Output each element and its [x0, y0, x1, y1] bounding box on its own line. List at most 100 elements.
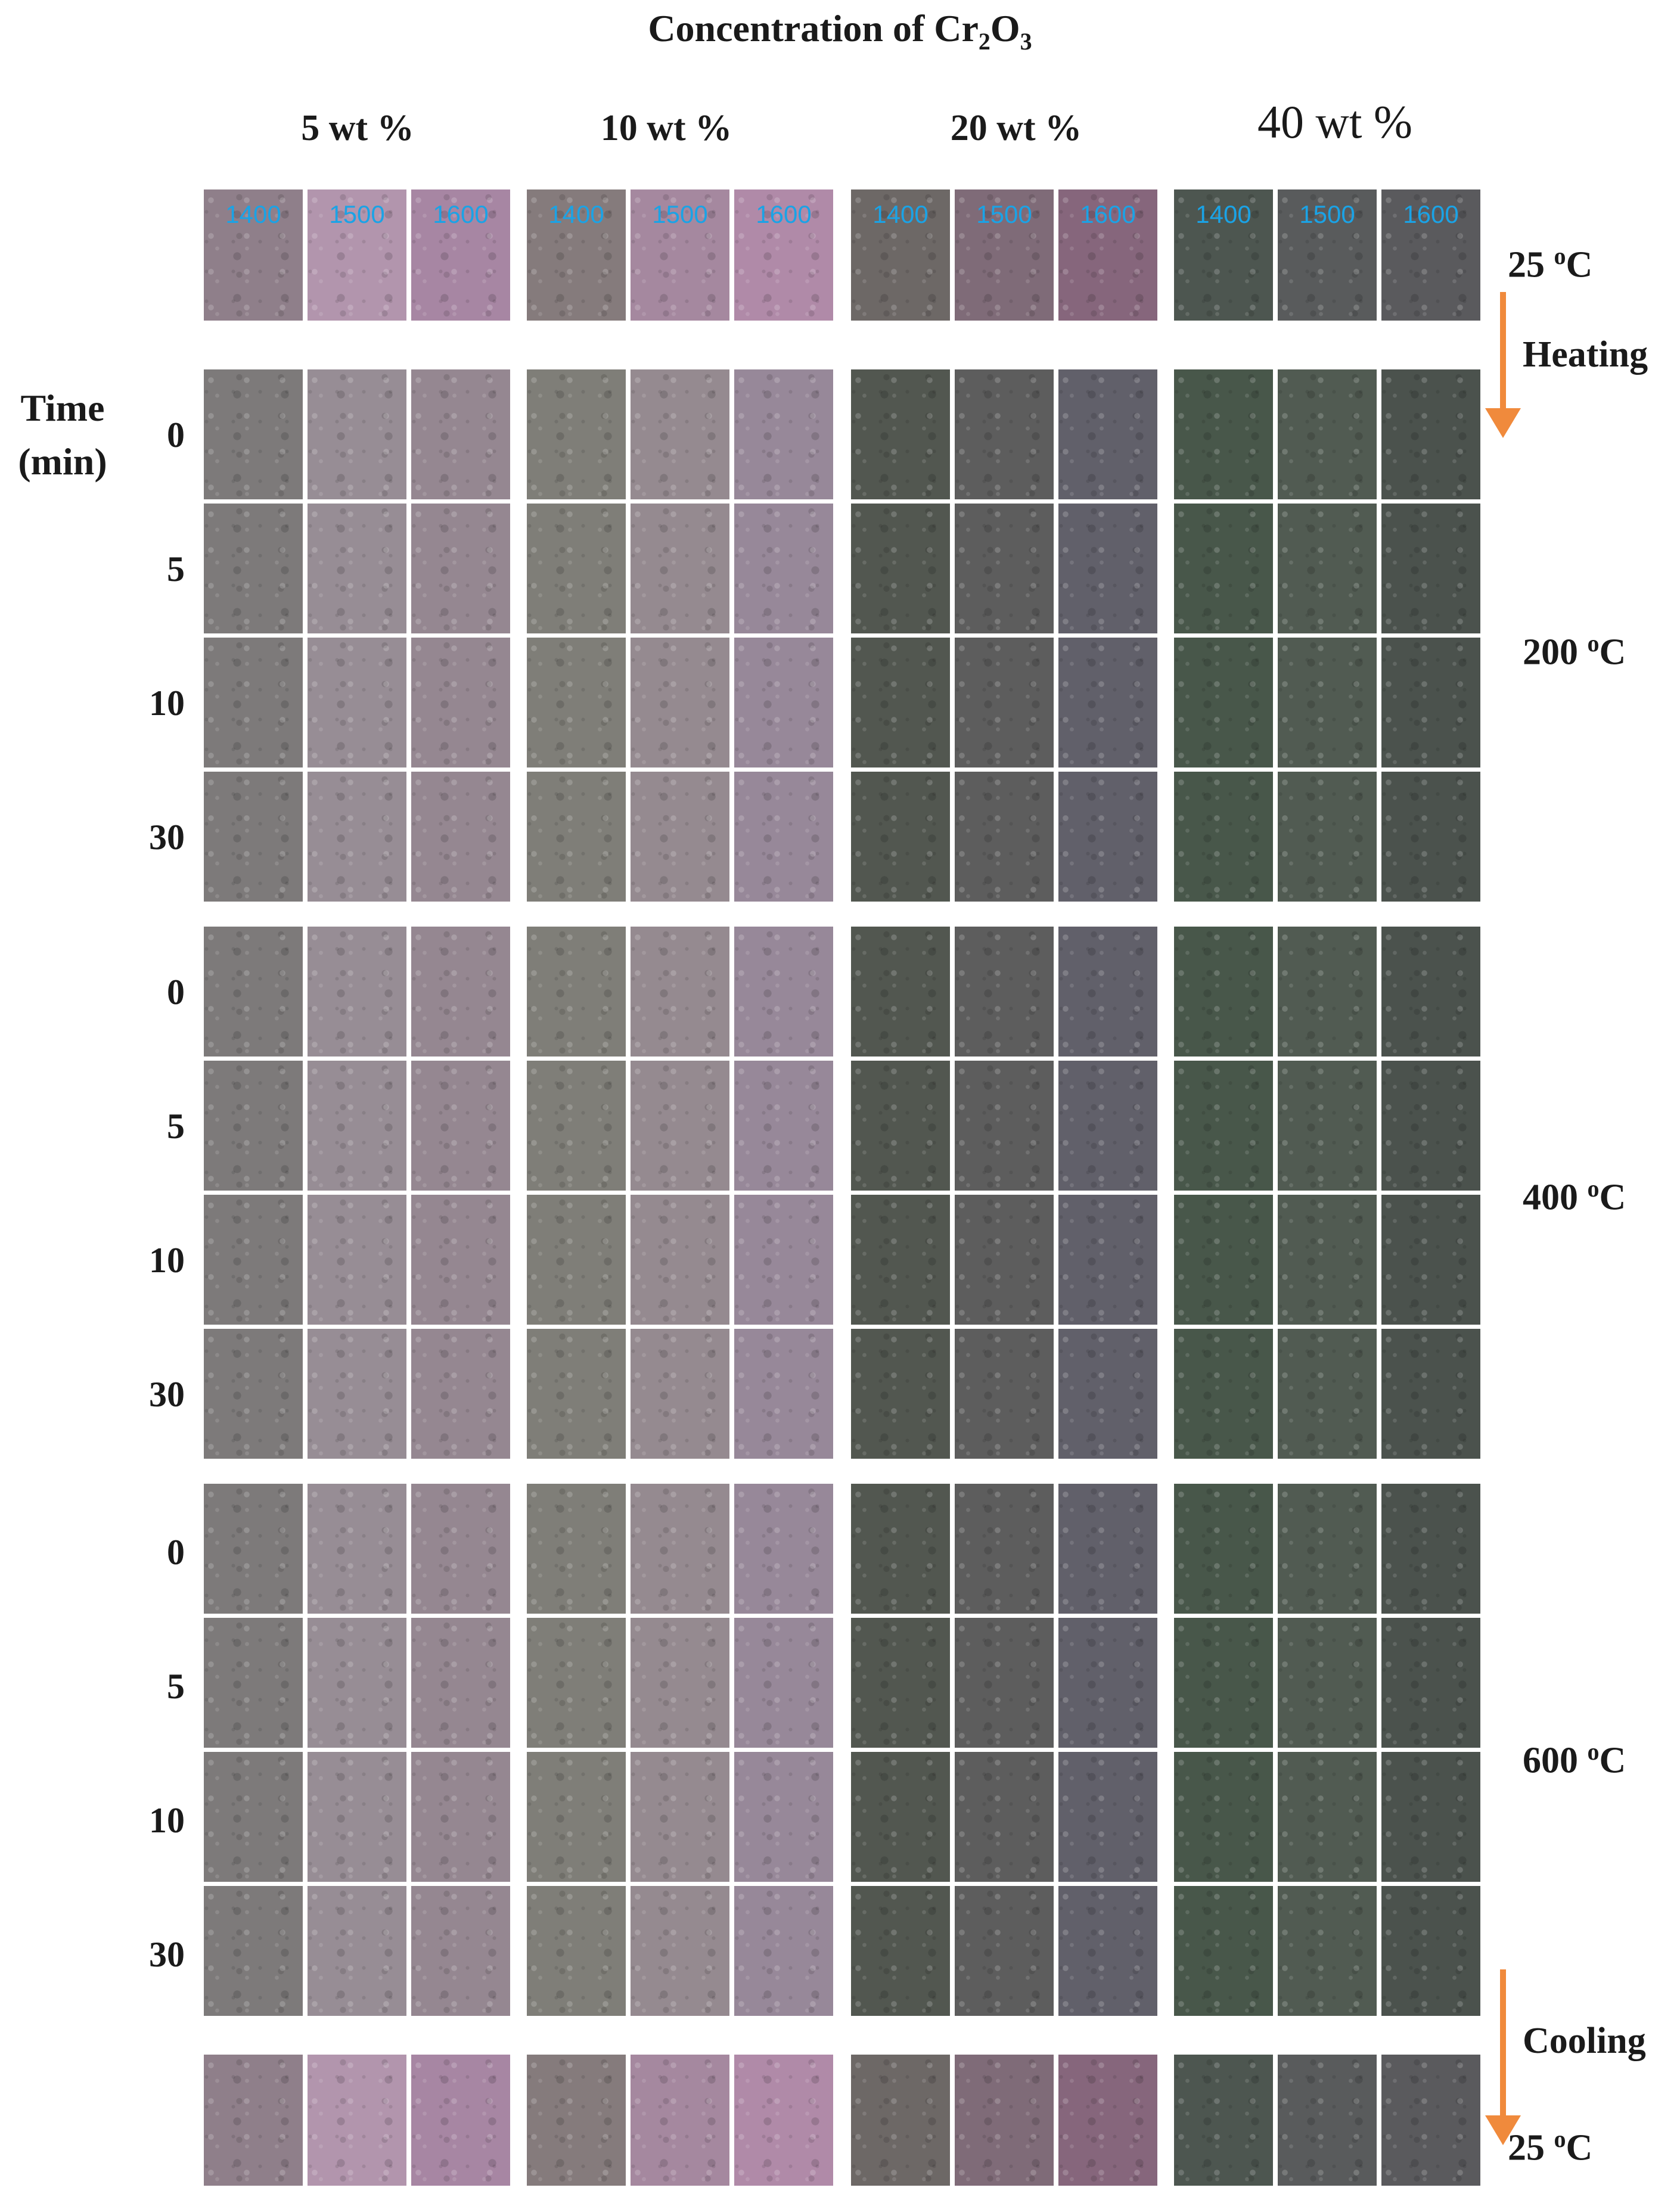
sample-label: 1400: [225, 200, 281, 228]
sample-photo: [1174, 772, 1273, 902]
concentration-40: 40 wt %: [1257, 96, 1412, 148]
sample-photo: [734, 1329, 833, 1459]
sample-photo: [411, 638, 510, 767]
sample-photo: [1278, 1886, 1377, 2016]
sample-photo: [631, 2055, 729, 2186]
degree-symbol: o: [1587, 1175, 1600, 1202]
sample-photo: [204, 927, 303, 1057]
sample-photo: [851, 1752, 950, 1882]
sample-photo: [851, 638, 950, 767]
sample-photo: [1381, 1752, 1480, 1882]
sample-photo: [1058, 1618, 1157, 1748]
sample-photo: [527, 1195, 626, 1325]
temp-label-400: 400 oC: [1523, 1168, 1626, 1219]
sample-photo: [631, 1618, 729, 1748]
sample-photo: [734, 927, 833, 1057]
degree-symbol: o: [1587, 630, 1600, 657]
sample-photo: [955, 1329, 1054, 1459]
time-axis-label-line2: (min): [18, 440, 107, 483]
sample-label: 1400: [548, 200, 604, 228]
time-axis-label: Time (min): [3, 381, 122, 489]
sample-photo: [1058, 772, 1157, 902]
sample-photo: [527, 1752, 626, 1882]
concentration-5: 5 wt %: [301, 108, 414, 148]
sample-photo: [1174, 369, 1273, 499]
sample-photo: [1381, 927, 1480, 1057]
sample-photo: [955, 927, 1054, 1057]
sample-photo: [411, 1886, 510, 2016]
temp-value: 400: [1523, 1177, 1588, 1218]
sample-photo: [411, 1618, 510, 1748]
sample-photo: [527, 927, 626, 1057]
sample-photo: [734, 369, 833, 499]
sample-photo: [308, 1886, 406, 2016]
sample-photo: [1174, 504, 1273, 633]
time-label: 0: [167, 972, 185, 1012]
sample-photo: [955, 1618, 1054, 1748]
sample-photo: [1381, 1484, 1480, 1614]
sample-photo: [204, 1195, 303, 1325]
time-label: 30: [149, 818, 185, 857]
sample-photo: [308, 1195, 406, 1325]
sample-photo: [204, 1061, 303, 1191]
title-sub-2: 3: [1020, 27, 1032, 55]
degree-symbol: o: [1554, 2126, 1566, 2152]
sample-photo: [1278, 1618, 1377, 1748]
sample-photo: [204, 772, 303, 902]
time-label: 10: [149, 683, 185, 723]
sample-photo: [1278, 927, 1377, 1057]
sample-photo: [308, 1329, 406, 1459]
sample-photo: [955, 1752, 1054, 1882]
sample-photo: [1278, 504, 1377, 633]
sample-photo: [955, 504, 1054, 633]
time-label: 5: [167, 1107, 185, 1146]
sample-photo: [851, 772, 950, 902]
sample-photo: [527, 2055, 626, 2186]
sample-photo: [1174, 1618, 1273, 1748]
sample-photo: [308, 1618, 406, 1748]
sample-photo: [1278, 772, 1377, 902]
cooling-arrow-head: [1485, 2115, 1521, 2145]
sample-photo: [851, 1484, 950, 1614]
sample-photo: [204, 1484, 303, 1614]
sample-photo: [527, 1484, 626, 1614]
sample-label: 1600: [756, 200, 812, 228]
sample-photo: [204, 504, 303, 633]
sample-photo: [1058, 1752, 1157, 1882]
sample-photo: [734, 1484, 833, 1614]
time-label: 0: [167, 415, 185, 455]
time-label: 10: [149, 1241, 185, 1280]
sample-photo: [734, 1886, 833, 2016]
sample-photo: [204, 1618, 303, 1748]
sample-photo: [308, 772, 406, 902]
sample-photo: 1600: [1058, 189, 1157, 321]
sample-photo: [527, 1061, 626, 1191]
time-label: 10: [149, 1801, 185, 1840]
time-label: 30: [149, 1935, 185, 1974]
sample-photo: [1058, 927, 1157, 1057]
sample-photo: [308, 504, 406, 633]
sample-photo: [308, 369, 406, 499]
sample-photo: [631, 504, 729, 633]
sample-photo: [204, 1329, 303, 1459]
sample-photo: [631, 1484, 729, 1614]
sample-photo: [955, 369, 1054, 499]
sample-photo: [1381, 504, 1480, 633]
sample-photo: [308, 1752, 406, 1882]
degree-symbol: o: [1554, 243, 1566, 269]
sample-photo: [204, 1752, 303, 1882]
sample-photo: [734, 1752, 833, 1882]
sample-photo: [308, 1484, 406, 1614]
sample-photo: [308, 638, 406, 767]
sample-photo: [1174, 927, 1273, 1057]
sample-photo: [1278, 369, 1377, 499]
sample-photo: [851, 369, 950, 499]
sample-photo: [734, 1618, 833, 1748]
sample-photo: [1174, 1061, 1273, 1191]
sample-photo: [1381, 1886, 1480, 2016]
sample-photo: [411, 369, 510, 499]
temp-value: 600: [1523, 1740, 1588, 1781]
sample-photo: [411, 1484, 510, 1614]
sample-photo: [955, 1195, 1054, 1325]
heating-label: Heating: [1523, 334, 1648, 375]
